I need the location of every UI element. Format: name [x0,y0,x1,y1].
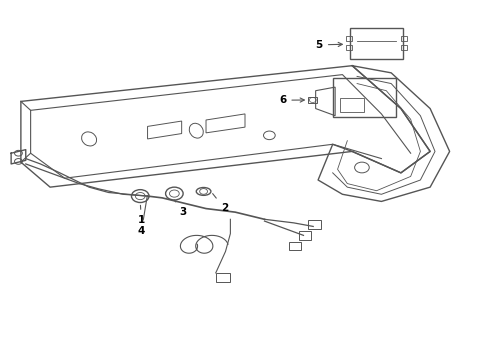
Bar [346,45,352,50]
Bar [216,273,230,282]
Text: 3: 3 [174,200,187,217]
Bar [308,97,317,103]
Text: 1: 1 [138,205,145,225]
Text: 6: 6 [279,95,304,105]
Bar [340,98,365,112]
Bar [401,45,407,50]
Bar [346,36,352,41]
Bar [298,231,311,240]
Bar [289,242,301,250]
Text: 2: 2 [213,194,228,213]
Text: 4: 4 [138,197,147,235]
Bar [401,36,407,41]
Text: 5: 5 [316,40,343,50]
Bar [308,220,320,229]
